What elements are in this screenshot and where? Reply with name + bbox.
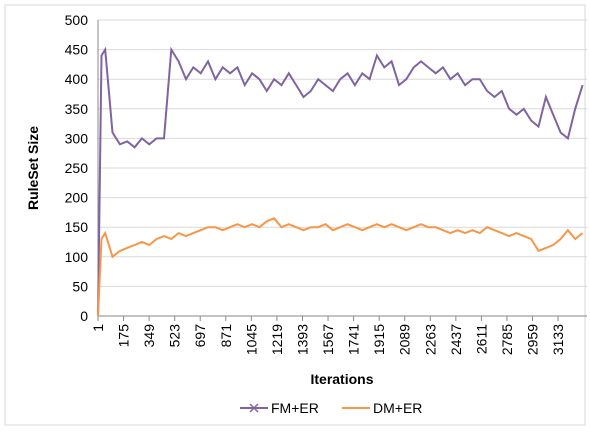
y-tick-label: 250 [65,160,89,176]
y-tick-label: 50 [72,278,88,294]
x-tick-label: 1915 [371,324,387,355]
y-tick-label: 300 [65,130,89,146]
legend-label: DM+ER [373,400,422,416]
chart-border [4,4,586,426]
y-tick-label: 200 [65,190,89,206]
x-tick-label: 2437 [448,324,464,355]
y-tick-label: 0 [80,308,88,324]
x-tick-label: 175 [116,324,132,348]
x-tick-label: 2959 [525,324,541,355]
y-tick-label: 500 [65,12,89,28]
x-tick-label: 1741 [346,324,362,355]
x-axis-label: Iterations [310,371,373,387]
legend-marker [249,403,259,413]
x-tick-label: 523 [167,324,183,348]
y-axis-label: RuleSet Size [25,126,41,210]
x-tick-label: 871 [218,324,234,348]
y-tick-label: 350 [65,101,89,117]
y-tick-label: 100 [65,249,89,265]
x-tick-label: 2785 [499,324,515,355]
x-tick-label: 2611 [473,324,489,354]
x-tick-label: 697 [192,324,208,348]
x-tick-label: 1567 [320,324,336,355]
x-tick-label: 1 [90,324,106,332]
x-tick-label: 2089 [397,324,413,355]
x-tick-label: 2263 [422,324,438,355]
y-tick-label: 450 [65,42,89,58]
x-tick-label: 1219 [269,324,285,355]
x-tick-label: 349 [141,324,157,348]
x-tick-label: 1393 [294,324,310,355]
y-tick-label: 400 [65,71,89,87]
x-tick-label: 1045 [243,324,259,355]
series-line [97,217,584,317]
series-line [97,46,584,317]
x-tick-label: 3133 [550,324,566,355]
y-tick-label: 150 [65,219,89,235]
legend-label: FM+ER [271,400,319,416]
